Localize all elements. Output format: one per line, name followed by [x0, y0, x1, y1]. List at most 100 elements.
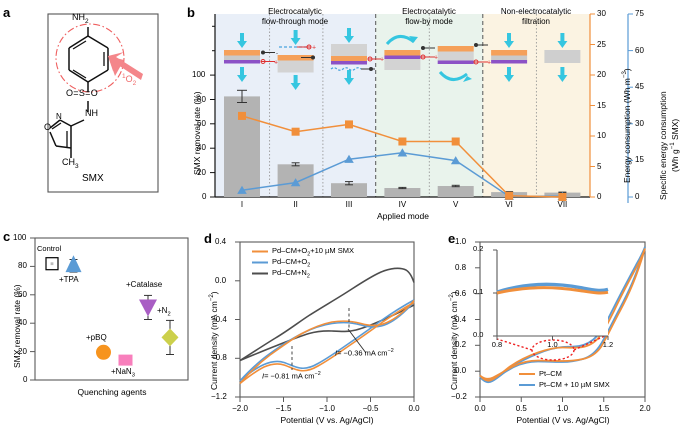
- singlet-oxygen-label: 1O2: [122, 73, 137, 87]
- b-specific-tick-45: 45: [635, 82, 644, 92]
- benzene-ring: [68, 35, 109, 83]
- b-energy-tick-0: 0: [597, 192, 602, 201]
- e-inset-xtick-08: 0.8: [491, 340, 503, 349]
- b-xtick-iii: III: [345, 200, 353, 209]
- curve-pd-cm-n2-reverse: [239, 304, 415, 362]
- panel-e: e: [440, 222, 685, 431]
- d-annotation-081: I= −0.81 mA cm−2: [262, 371, 321, 381]
- schematic-mode-iv: +: [384, 35, 438, 70]
- c-label-control: Control: [37, 244, 62, 253]
- b-ytick-40: 40: [197, 143, 206, 153]
- b-yaxis-label-specific: Specific energy consumption: [658, 91, 668, 200]
- c-label-n2: +N2: [157, 306, 171, 318]
- curve-pt-cm-reverse: [479, 248, 646, 380]
- schematic-mode-i: - +: [224, 33, 278, 82]
- point-pbq: [96, 344, 111, 360]
- curve-pd-cm-o2: [239, 299, 415, 382]
- d-legend-item-1: Pd–CM+O2: [272, 257, 311, 269]
- d-ytick-00: 0.0: [215, 275, 227, 285]
- singlet-oxygen-arrow: [108, 52, 143, 80]
- curve-pd-cm-o2-smx-reverse: [239, 299, 415, 385]
- region-title-flow-through: Electrocatalytic flow-through mode: [261, 7, 329, 26]
- schematic-mode-vii: [544, 33, 581, 82]
- panel-c: c: [0, 222, 196, 431]
- e-ytick-m02: −0.2: [451, 392, 467, 401]
- c-ytick-100: 100: [13, 233, 27, 242]
- b-xtick-ii: II: [293, 200, 298, 209]
- d-legend-item-0: Pd–CM+O2+10 µM SMX: [272, 246, 354, 258]
- e-ytick-06: 0.6: [455, 288, 467, 298]
- schematic-mode-iii: +: [330, 28, 384, 85]
- b-energy-tick-25: 25: [597, 39, 606, 49]
- b-energy-tick-20: 20: [597, 70, 606, 79]
- d-xaxis-label: Potential (V vs. Ag/AgCl): [280, 415, 374, 425]
- e-inset-ytick-02: 0.2: [473, 244, 484, 253]
- e-xtick-20: 2.0: [639, 404, 651, 413]
- c-yaxis-label: SMX removal rate (%): [12, 284, 22, 368]
- e-ytick-04: 0.4: [455, 314, 467, 324]
- c-ytick-20: 20: [18, 346, 27, 356]
- inset-curve-pt-cm-smx: [496, 282, 609, 294]
- d-xtick-m10: −1.0: [319, 404, 335, 413]
- panel-b-plot: - + + +: [210, 13, 633, 203]
- panel-e-label: e: [448, 231, 456, 246]
- b-ytick-100: 100: [192, 70, 206, 80]
- d-xtick-m20: −2.0: [232, 404, 248, 413]
- b-ytick-80: 80: [197, 94, 206, 104]
- b-energy-tick-30: 30: [597, 9, 606, 18]
- b-yaxis-label-energy: Energy consumption (Wh m−3): [621, 68, 632, 183]
- panel-a-structure: [47, 13, 159, 193]
- b-xtick-vii: VII: [557, 200, 568, 209]
- schematic-mode-ii: +: [277, 30, 316, 90]
- curve-pd-cm-n2: [239, 267, 415, 362]
- panel-d: d: [196, 222, 440, 431]
- e-ytick-10: 1.0: [455, 237, 467, 246]
- b-specific-tick-60: 60: [635, 45, 644, 55]
- d-xtick-m05: −0.5: [362, 404, 379, 413]
- b-specific-tick-75: 75: [635, 9, 644, 18]
- b-xtick-vi: VI: [505, 200, 513, 209]
- e-ytick-08: 0.8: [455, 262, 467, 272]
- b-xtick-v: V: [453, 200, 459, 209]
- b-xtick-iv: IV: [398, 200, 407, 209]
- b-yaxis-label-specific-units: (Wh g−1 SMX): [669, 118, 680, 172]
- e-yaxis-label: Current density (mA cm−2): [448, 291, 459, 390]
- point-control: [45, 257, 59, 271]
- b-specific-tick-30: 30: [635, 118, 644, 128]
- e-inset-ytick-00: 0.0: [473, 330, 484, 339]
- b-ytick-60: 60: [197, 118, 206, 128]
- ring-nitrogen-label: N: [56, 112, 62, 121]
- c-xaxis-label: Quenching agents: [77, 387, 147, 397]
- c-label-catalase: +Catalase: [126, 280, 163, 289]
- c-ytick-40: 40: [18, 318, 27, 328]
- amine-label: NH2: [72, 12, 89, 25]
- c-ytick-60: 60: [18, 289, 27, 299]
- d-legend-swatches: [252, 250, 268, 275]
- point-tpa: [65, 255, 82, 273]
- b-energy-tick-10: 10: [597, 131, 606, 140]
- e-xtick-05: 0.5: [515, 404, 527, 413]
- svg-text:+: +: [312, 45, 316, 52]
- b-xaxis-label: Applied mode: [377, 211, 429, 221]
- d-xtick-m15: −1.5: [275, 404, 292, 413]
- e-xtick-15: 1.5: [598, 404, 610, 413]
- energy-consumption-markers: [238, 111, 567, 201]
- d-xtick-00: 0.0: [408, 404, 420, 413]
- e-inset-xtick-10: 1.0: [547, 340, 558, 349]
- panel-d-label: d: [204, 231, 212, 246]
- point-n2: [161, 319, 179, 355]
- point-catalase: [139, 294, 157, 320]
- e-inset-xtick-12: 1.2: [602, 340, 614, 349]
- schematic-mode-vi: [491, 33, 528, 82]
- highlight-circle: [55, 23, 125, 93]
- region-title-flow-by: Electrocatalytic flow-by mode: [402, 7, 456, 26]
- d-ytick-m08: −0.8: [211, 353, 227, 363]
- svg-text:+: +: [434, 55, 438, 62]
- ring-oxygen-label: O: [44, 122, 52, 132]
- c-ytick-80: 80: [18, 261, 27, 271]
- schematic-mode-v: +: [437, 43, 491, 82]
- e-ytick-02: 0.2: [455, 340, 467, 350]
- point-nan3: [118, 354, 133, 366]
- c-ytick-0: 0: [23, 375, 28, 384]
- panel-c-plot: [30, 237, 189, 381]
